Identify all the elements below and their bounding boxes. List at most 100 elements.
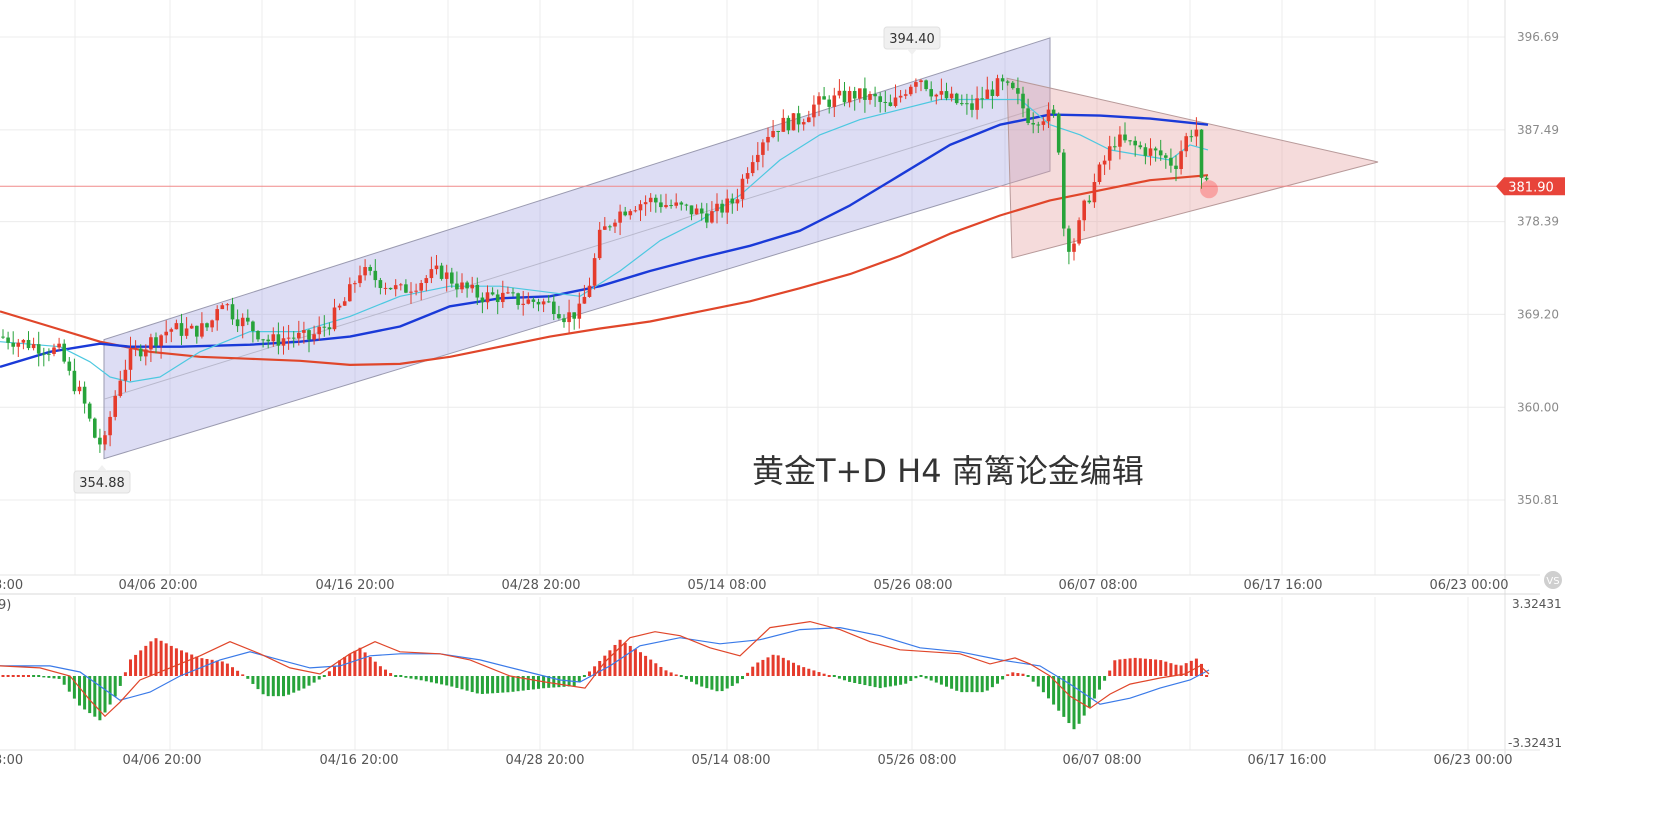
- candle-body: [297, 332, 301, 339]
- candle-body: [531, 299, 536, 302]
- macd-bar: [429, 676, 433, 683]
- candle: [1056, 112, 1061, 155]
- candle: [271, 327, 276, 347]
- macd-bar: [741, 676, 744, 680]
- candle-body: [1072, 243, 1076, 252]
- macd-bar: [16, 675, 20, 677]
- price-tick-label: 350.81: [1517, 493, 1559, 507]
- candle: [52, 343, 56, 357]
- candle: [103, 430, 107, 451]
- macd-bar: [588, 671, 591, 676]
- time-tick-label: 3:00: [0, 578, 23, 593]
- candle: [348, 277, 352, 302]
- macd-bar: [378, 666, 382, 676]
- macd-bar: [241, 674, 245, 676]
- vs-badge-text: VS: [1546, 576, 1559, 587]
- macd-bar: [460, 676, 464, 690]
- candle: [541, 298, 546, 313]
- macd-bar: [914, 676, 918, 679]
- candle-body: [730, 198, 735, 204]
- macd-bar: [797, 665, 801, 676]
- candle: [82, 381, 87, 414]
- candle: [980, 86, 984, 109]
- candle-body: [1077, 220, 1081, 244]
- macd-bar: [715, 676, 719, 692]
- candle-body: [699, 208, 704, 214]
- candle: [1077, 217, 1081, 246]
- candle-body: [1011, 82, 1015, 89]
- macd-bar: [1067, 676, 1071, 724]
- candle-body: [246, 317, 250, 322]
- candle-body: [210, 320, 214, 328]
- macd-max-label: 3.32431: [1512, 597, 1562, 611]
- candle-body: [608, 226, 612, 228]
- macd-bar: [894, 676, 897, 686]
- candle: [954, 92, 959, 105]
- macd-bar: [195, 656, 199, 676]
- candle: [1123, 122, 1127, 143]
- candle-body: [949, 93, 954, 99]
- candle: [195, 325, 199, 344]
- candle: [240, 313, 245, 339]
- macd-bar: [276, 676, 280, 697]
- candle-body: [67, 361, 72, 371]
- macd-bar: [1031, 676, 1035, 682]
- macd-bar: [169, 645, 173, 676]
- candle: [638, 200, 643, 222]
- candle: [847, 86, 852, 108]
- candle-body: [144, 349, 148, 357]
- candle: [388, 287, 393, 290]
- candle: [261, 338, 265, 348]
- macd-bar: [945, 676, 948, 687]
- macd-bar: [282, 676, 285, 697]
- macd-bar: [756, 662, 760, 676]
- macd-bar: [358, 647, 362, 676]
- moving-averages: [0, 98, 1209, 383]
- candle: [995, 74, 1000, 97]
- candle: [863, 77, 867, 113]
- candle: [1072, 238, 1076, 261]
- candle: [903, 89, 908, 100]
- candle-body: [475, 284, 480, 298]
- candle-body: [1107, 146, 1112, 161]
- candle-body: [1128, 140, 1132, 142]
- candle: [929, 81, 933, 101]
- macd-bar: [1128, 658, 1132, 676]
- time-tick-label: 06/23 00:00: [1429, 578, 1508, 593]
- macd-bar: [210, 659, 214, 676]
- candle: [516, 292, 520, 310]
- candle-body: [26, 339, 31, 349]
- macd-bar: [802, 667, 806, 676]
- candle: [552, 295, 556, 321]
- candle: [215, 305, 219, 331]
- candle: [495, 289, 500, 315]
- candle-body: [256, 330, 260, 340]
- high-price-label-pointer: [907, 49, 917, 55]
- candle: [286, 324, 291, 350]
- macd-time-tick-label: 04/28 20:00: [505, 753, 584, 768]
- candle: [592, 253, 597, 290]
- candle: [210, 319, 214, 333]
- candle-body: [1118, 134, 1122, 147]
- candle-body: [720, 203, 724, 213]
- candle-body: [516, 293, 520, 305]
- macd-bar: [883, 676, 887, 688]
- candle: [1107, 135, 1112, 170]
- candle-body: [725, 198, 729, 213]
- candle: [358, 265, 362, 288]
- macd-bar: [955, 676, 959, 691]
- candle: [1133, 136, 1137, 157]
- candle: [302, 321, 306, 344]
- candle-body: [36, 344, 41, 354]
- macd-bar: [6, 675, 10, 677]
- candle: [1011, 80, 1015, 90]
- candle-body: [684, 204, 689, 206]
- candle-body: [1, 336, 5, 338]
- candle: [501, 280, 505, 308]
- candle-body: [419, 283, 423, 291]
- candle: [761, 139, 765, 168]
- macd-bar: [695, 676, 699, 685]
- candle: [1102, 155, 1107, 176]
- candle-body: [990, 89, 995, 96]
- candle-body: [276, 334, 281, 346]
